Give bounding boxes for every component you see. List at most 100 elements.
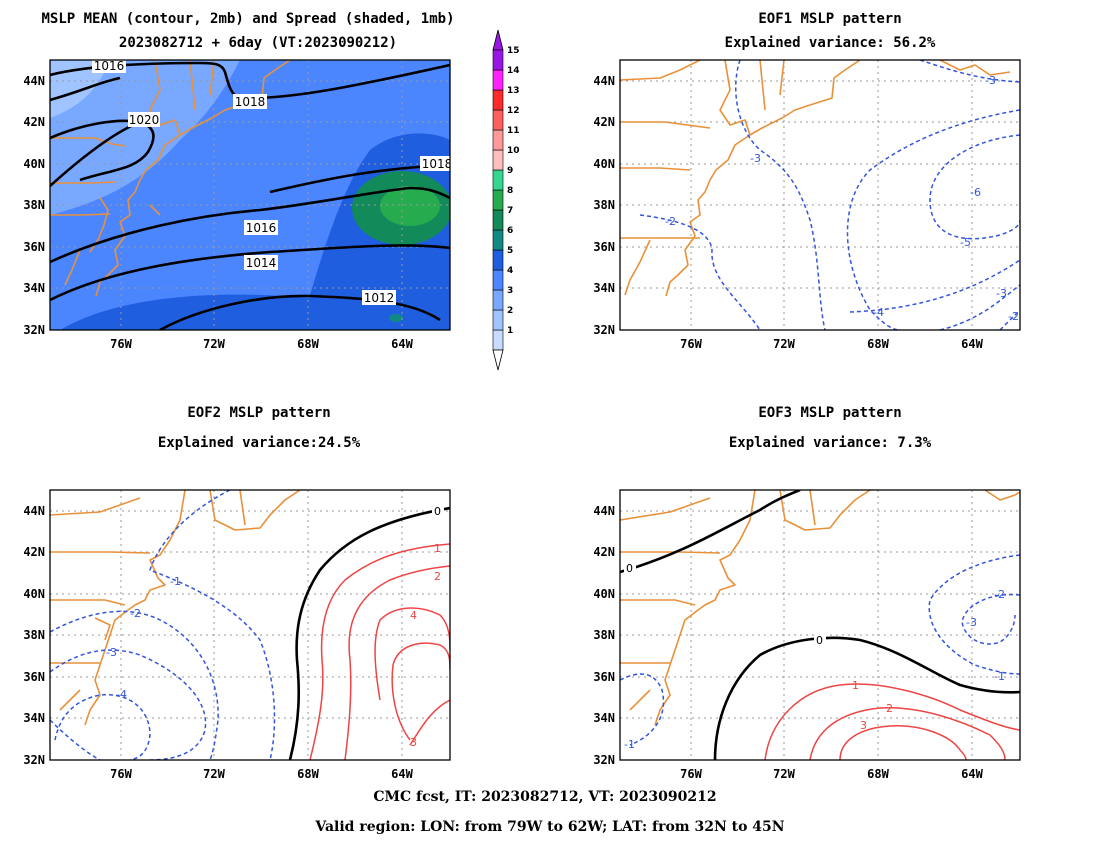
label-1016b: 1016 — [246, 221, 277, 235]
eof2-pos-3 — [391, 642, 450, 741]
colorbar-label: 14 — [507, 66, 520, 76]
y-tick-label: 32N — [593, 323, 615, 337]
isobar-1012 — [159, 294, 441, 330]
eof2-label-0: 0 — [434, 505, 441, 518]
colorbar-label: 11 — [507, 126, 520, 136]
x-tick-label: 68W — [867, 337, 889, 351]
colorbar-bottom-arrow — [492, 349, 504, 371]
y-tick-label: 42N — [23, 545, 45, 559]
y-tick-label: 38N — [23, 198, 45, 212]
eof1-label-c: -2 — [665, 215, 676, 228]
y-tick-label: 36N — [23, 240, 45, 254]
panel3-contours — [288, 506, 450, 760]
y-tick-label: 44N — [593, 74, 615, 88]
eof2-label-4: 4 — [410, 609, 417, 622]
x-tick-label: 76W — [680, 767, 702, 781]
spread-shade-6 — [389, 314, 403, 322]
colorbar-box — [492, 329, 504, 351]
colorbar-label: 13 — [507, 86, 520, 96]
eof3-label-0a: 0 — [626, 562, 633, 575]
eof3-label-p1: 1 — [852, 679, 859, 692]
footer-valid-region: Valid region: LON: from 79W to 62W; LAT:… — [314, 819, 784, 835]
colorbar-box — [492, 169, 504, 191]
x-tick-label: 68W — [867, 767, 889, 781]
panel2-plot: -3 -3 -2 -6 -5 -4 -3 -2 — [620, 60, 1020, 330]
eof3-label-p3: 3 — [860, 719, 867, 732]
eof3-pos-3 — [839, 725, 967, 760]
colorbar-box — [492, 309, 504, 331]
isobar-1016-north — [50, 76, 121, 102]
panel3-coastline — [50, 490, 301, 726]
panel4-grid — [620, 490, 1020, 760]
eof2-label-m2: -2 — [130, 607, 141, 620]
panel1-plot: 1020 1018 1016 1016 1014 1012 1018 — [50, 59, 453, 330]
colorbar-label: 1 — [507, 326, 513, 336]
label-1012: 1012 — [364, 291, 395, 305]
spread-shade-8 — [380, 186, 440, 226]
colorbar-top-arrow — [492, 29, 504, 51]
eof2-pos-1 — [309, 543, 450, 760]
y-tick-label: 34N — [23, 711, 45, 725]
y-tick-label: 38N — [593, 628, 615, 642]
eof3-zero-a — [620, 490, 801, 574]
y-tick-label: 34N — [23, 281, 45, 295]
eof2-label-1: 1 — [434, 542, 441, 555]
colorbar-label: 7 — [507, 206, 513, 216]
eof3-label-0b: 0 — [816, 634, 823, 647]
panel2-coastline — [620, 60, 1011, 297]
panel2-contours — [639, 60, 1020, 330]
colorbar-box — [492, 249, 504, 271]
colorbar-box — [492, 49, 504, 71]
y-tick-label: 40N — [23, 587, 45, 601]
panel2-contour-labels: -3 -3 -2 -6 -5 -4 -3 -2 — [665, 74, 1019, 323]
panel4-contours — [620, 490, 1020, 760]
eof2-zero-line — [288, 506, 450, 760]
panel2-subtitle: Explained variance: 56.2% — [725, 35, 936, 51]
panel4-title: EOF3 MSLP pattern — [758, 405, 901, 421]
eof1-label-h: -2 — [1008, 310, 1019, 323]
isobar-1014 — [50, 244, 450, 302]
eof3-pos-2 — [809, 707, 1006, 760]
y-tick-label: 32N — [593, 753, 615, 767]
panel3-subtitle: Explained variance:24.5% — [158, 435, 361, 451]
y-tick-label: 34N — [593, 281, 615, 295]
eof2-label-m1: -1 — [170, 575, 181, 588]
panel4-neg-contours — [620, 554, 1020, 746]
spread-shade-2 — [50, 60, 110, 118]
colorbar-box — [492, 229, 504, 251]
colorbar-box — [492, 269, 504, 291]
panel4-contour-labels: 0 0 -2 -3 -1 1 2 3 -1 — [624, 561, 1005, 751]
panel1-isobars — [50, 61, 450, 330]
colorbar-box — [492, 89, 504, 111]
eof2-label-m3: -3 — [106, 646, 117, 659]
panel2-title: EOF1 MSLP pattern — [758, 11, 901, 27]
x-tick-label: 64W — [391, 337, 413, 351]
eof2-pos-4 — [374, 607, 450, 701]
x-tick-label: 72W — [773, 337, 795, 351]
colorbar-box — [492, 149, 504, 171]
eof3-zero-b — [713, 636, 1020, 760]
panel3-plot: 0 1 2 4 3 -1 -2 -3 -4 — [50, 490, 450, 760]
panel3-neg-contours — [50, 490, 276, 760]
panel1-contour-labels: 1020 1018 1016 1016 1014 1012 1018 — [92, 59, 453, 305]
y-tick-label: 40N — [593, 587, 615, 601]
colorbar-box — [492, 189, 504, 211]
eof1-label-e: -5 — [960, 236, 971, 249]
colorbar-box — [492, 129, 504, 151]
x-tick-label: 72W — [203, 767, 225, 781]
y-tick-label: 36N — [593, 670, 615, 684]
colorbar-box — [492, 209, 504, 231]
label-1016a: 1016 — [94, 59, 125, 73]
label-1014: 1014 — [246, 256, 277, 270]
footer-forecast-info: CMC fcst, IT: 2023082712, VT: 2023090212 — [373, 789, 716, 805]
label-1018: 1018 — [235, 95, 266, 109]
panel4-frame — [619, 489, 1021, 761]
eof1-label-f: -4 — [873, 306, 884, 319]
panel2-frame — [619, 59, 1021, 331]
eof3-label-m3: -3 — [966, 616, 977, 629]
label-1018b: 1018 — [422, 157, 453, 171]
panel1-title: MSLP MEAN (contour, 2mb) and Spread (sha… — [41, 11, 454, 27]
panel1-frame — [49, 59, 451, 331]
y-tick-label: 44N — [23, 504, 45, 518]
